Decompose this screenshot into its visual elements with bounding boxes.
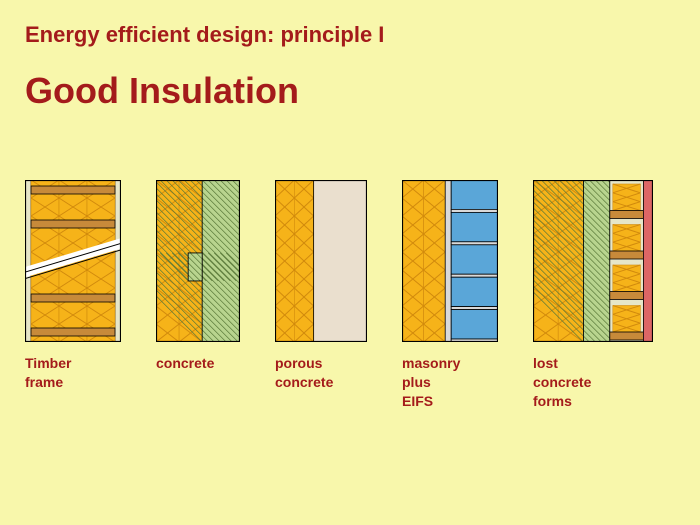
caption-timber: Timberframe	[25, 354, 121, 392]
wall-section-concrete	[156, 180, 240, 342]
wall-section-timber	[25, 180, 121, 342]
caption-concrete: concrete	[156, 354, 240, 373]
caption-lost: lostconcreteforms	[533, 354, 653, 411]
panel-porous: porousconcrete	[275, 180, 367, 392]
panel-timber: Timberframe	[25, 180, 121, 392]
caption-masonry: masonryplusEIFS	[402, 354, 498, 411]
slide: Energy efficient design: principle I Goo…	[0, 0, 700, 525]
panel-lost: lostconcreteforms	[533, 180, 653, 411]
wall-section-porous	[275, 180, 367, 342]
wall-section-masonry	[402, 180, 498, 342]
panel-concrete: concrete	[156, 180, 240, 373]
slide-subtitle: Energy efficient design: principle I	[25, 22, 384, 48]
panel-masonry: masonryplusEIFS	[402, 180, 498, 411]
panel-row: Timberframe concrete porousconcrete masonry…	[25, 180, 653, 411]
slide-title: Good Insulation	[25, 70, 299, 112]
wall-section-lost	[533, 180, 653, 342]
caption-porous: porousconcrete	[275, 354, 367, 392]
